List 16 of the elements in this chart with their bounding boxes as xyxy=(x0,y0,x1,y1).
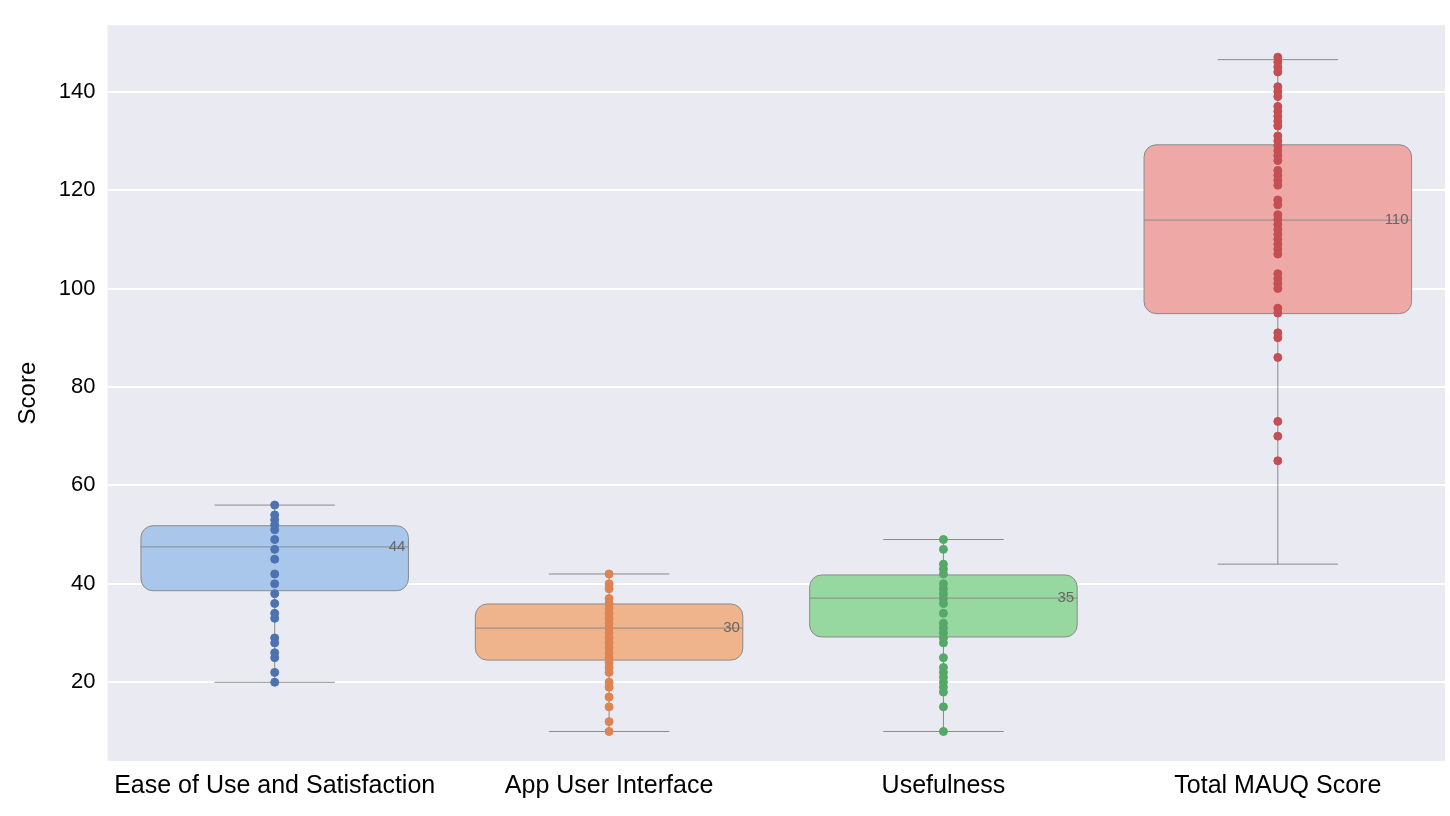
x-tick-label: App User Interface xyxy=(504,769,714,798)
annotation: 35 xyxy=(1057,588,1075,606)
x-tick-label: Total MAUQ Score xyxy=(1174,769,1382,798)
y-tick-label: 80 xyxy=(71,373,96,399)
y-tick-label: 60 xyxy=(71,471,96,497)
annotation: 30 xyxy=(723,618,740,636)
y-tick-label: 100 xyxy=(58,274,96,300)
y-tick-label: 140 xyxy=(58,77,96,103)
y-axis-title: Score xyxy=(13,361,41,425)
y-tick-label: 120 xyxy=(58,176,96,202)
x-tick-label: Usefulness xyxy=(881,769,1006,798)
y-tick-label: 40 xyxy=(71,569,96,595)
annotation: 110 xyxy=(1384,210,1409,228)
x-tick-label: Ease of Use and Satisfaction xyxy=(114,769,436,798)
annotation: 44 xyxy=(388,537,406,555)
y-tick-label: 20 xyxy=(71,668,96,694)
